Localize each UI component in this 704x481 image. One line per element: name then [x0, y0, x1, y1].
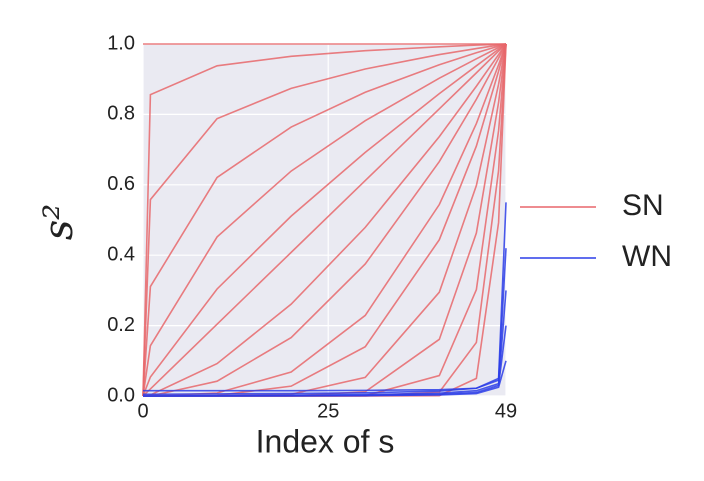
series-line	[142, 43, 507, 397]
y-axis-label: s²	[36, 204, 82, 241]
legend-label: WN	[622, 240, 672, 273]
legend-label: SN	[622, 189, 664, 222]
x-axis-label: Index of s	[256, 423, 395, 459]
series-line	[142, 43, 507, 397]
series-line	[142, 43, 507, 397]
series-line	[142, 43, 507, 397]
x-tick-label: 49	[495, 400, 517, 422]
y-tick-label: 0.2	[107, 314, 135, 336]
series-line	[143, 248, 507, 396]
y-tick-label: 1.0	[107, 32, 135, 54]
y-tick-label: 0.8	[107, 103, 135, 125]
y-tick-label: 0.0	[107, 384, 135, 406]
series-line	[142, 43, 507, 397]
series-line	[142, 43, 507, 397]
x-tick-label: 25	[317, 400, 339, 422]
series-line	[142, 43, 507, 397]
x-tick-label: 0	[137, 400, 148, 422]
series-line	[143, 360, 507, 397]
y-tick-label: 0.4	[107, 243, 135, 265]
series-line	[143, 202, 507, 392]
y-tick-label: 0.6	[107, 173, 135, 195]
